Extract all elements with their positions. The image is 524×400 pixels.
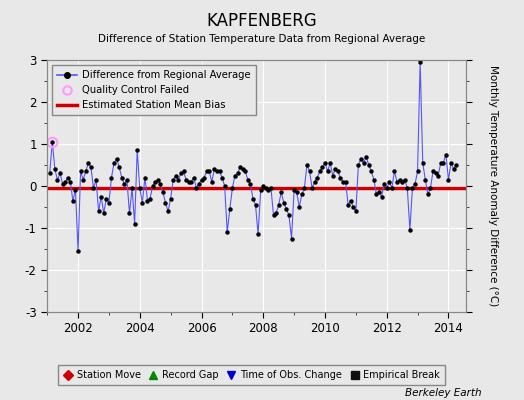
Text: Berkeley Earth: Berkeley Earth (406, 388, 482, 398)
Text: KAPFENBERG: KAPFENBERG (206, 12, 318, 30)
Legend: Difference from Regional Average, Quality Control Failed, Estimated Station Mean: Difference from Regional Average, Qualit… (52, 65, 256, 115)
Legend: Station Move, Record Gap, Time of Obs. Change, Empirical Break: Station Move, Record Gap, Time of Obs. C… (58, 366, 445, 385)
Y-axis label: Monthly Temperature Anomaly Difference (°C): Monthly Temperature Anomaly Difference (… (488, 65, 498, 307)
Text: Difference of Station Temperature Data from Regional Average: Difference of Station Temperature Data f… (99, 34, 425, 44)
